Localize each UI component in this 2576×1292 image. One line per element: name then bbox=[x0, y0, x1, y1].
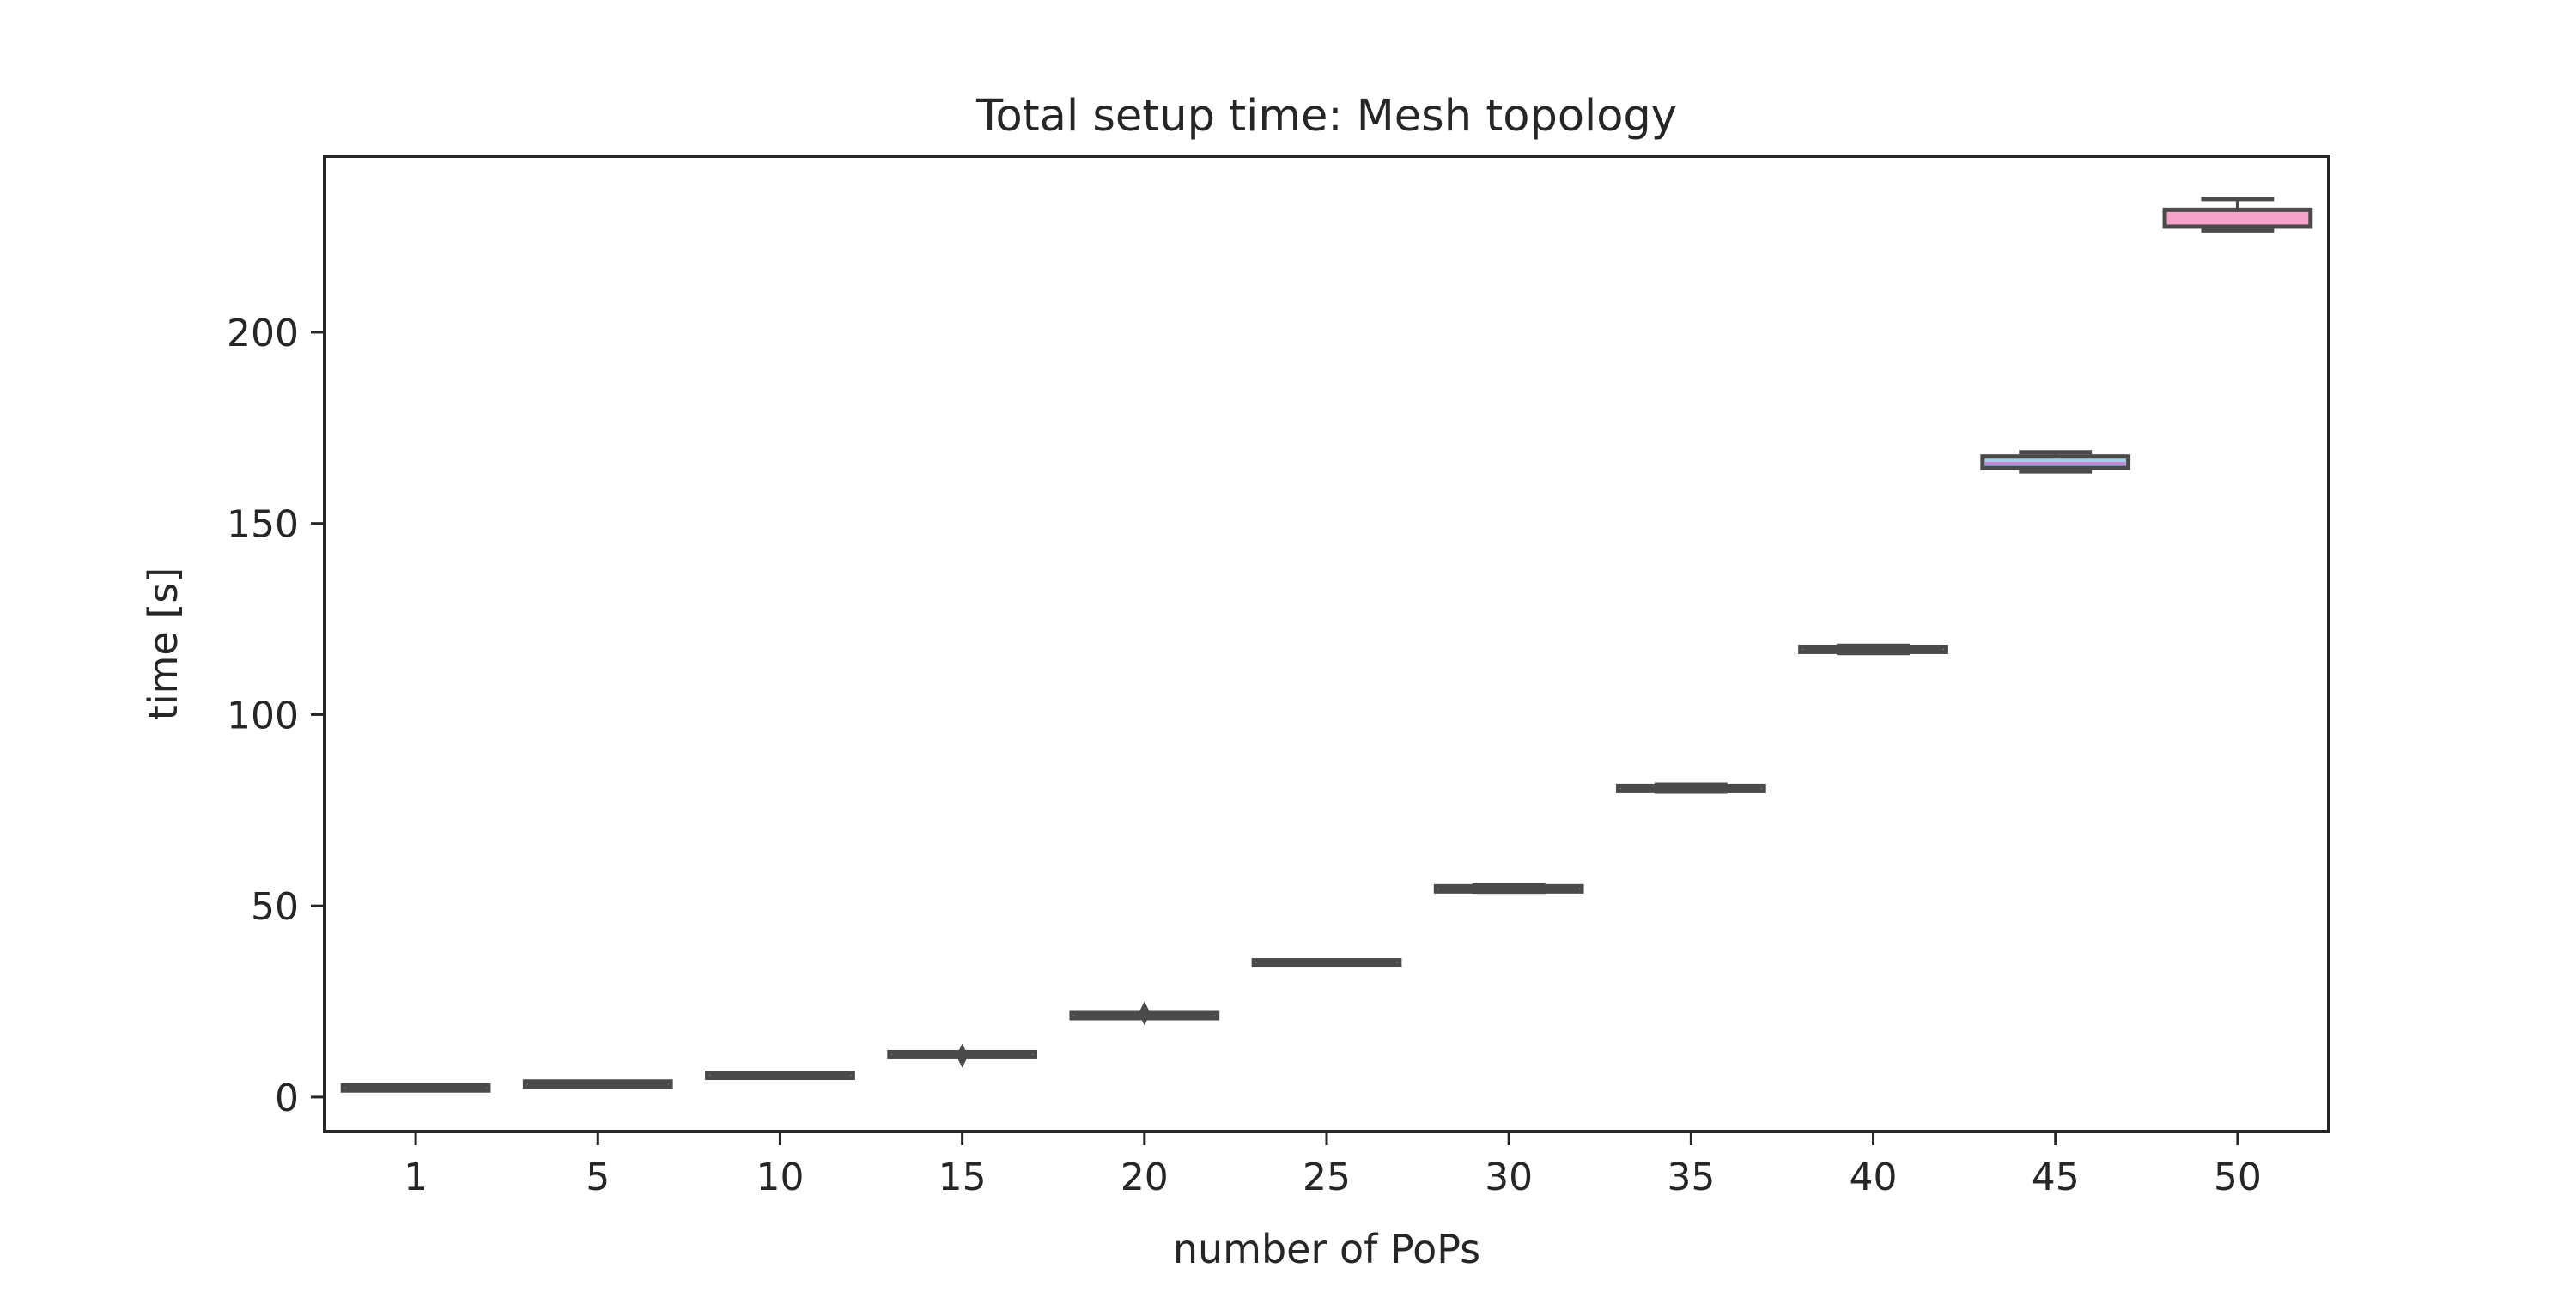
x-tick-label: 20 bbox=[1121, 1156, 1169, 1199]
box-group-5 bbox=[522, 1079, 673, 1089]
x-axis-ticks: 1 5 10 15 20 25 30 35 40 45 50 bbox=[404, 1131, 2262, 1199]
y-axis-label: time [s] bbox=[140, 567, 186, 720]
x-tick-label: 1 bbox=[404, 1156, 428, 1199]
box-group-10 bbox=[705, 1071, 855, 1081]
y-tick-label: 0 bbox=[275, 1077, 299, 1120]
x-tick-label: 10 bbox=[756, 1156, 804, 1199]
x-axis-label: number of PoPs bbox=[1173, 1226, 1480, 1272]
plot-area bbox=[340, 197, 2313, 1093]
x-tick-label: 35 bbox=[1667, 1156, 1715, 1199]
box-group-50 bbox=[2162, 197, 2313, 233]
box-group-15 bbox=[887, 1043, 1038, 1068]
x-tick-label: 50 bbox=[2214, 1156, 2262, 1199]
box-group-40 bbox=[1798, 643, 1948, 656]
box-group-30 bbox=[1433, 883, 1584, 895]
box-group-45 bbox=[1980, 450, 2131, 474]
outlier-marker-20-0 bbox=[1138, 1001, 1151, 1026]
x-tick-label: 5 bbox=[586, 1156, 610, 1199]
x-tick-label: 30 bbox=[1485, 1156, 1533, 1199]
box-group-1 bbox=[340, 1083, 491, 1093]
y-tick-label: 100 bbox=[227, 694, 299, 737]
x-tick-label: 40 bbox=[1850, 1156, 1898, 1199]
y-axis-ticks: 0 50 100 150 200 bbox=[227, 312, 325, 1120]
box-group-35 bbox=[1615, 782, 1766, 794]
box-group-20 bbox=[1069, 1001, 1220, 1026]
outlier-marker-15-0 bbox=[956, 1043, 969, 1068]
y-tick-label: 150 bbox=[227, 503, 299, 547]
x-tick-label: 25 bbox=[1303, 1156, 1351, 1199]
box-group-25 bbox=[1251, 958, 1402, 968]
x-tick-label: 15 bbox=[939, 1156, 987, 1199]
x-tick-label: 45 bbox=[2032, 1156, 2080, 1199]
chart-title: Total setup time: Mesh topology bbox=[975, 91, 1677, 142]
y-tick-label: 50 bbox=[251, 885, 299, 929]
y-tick-label: 200 bbox=[227, 312, 299, 355]
